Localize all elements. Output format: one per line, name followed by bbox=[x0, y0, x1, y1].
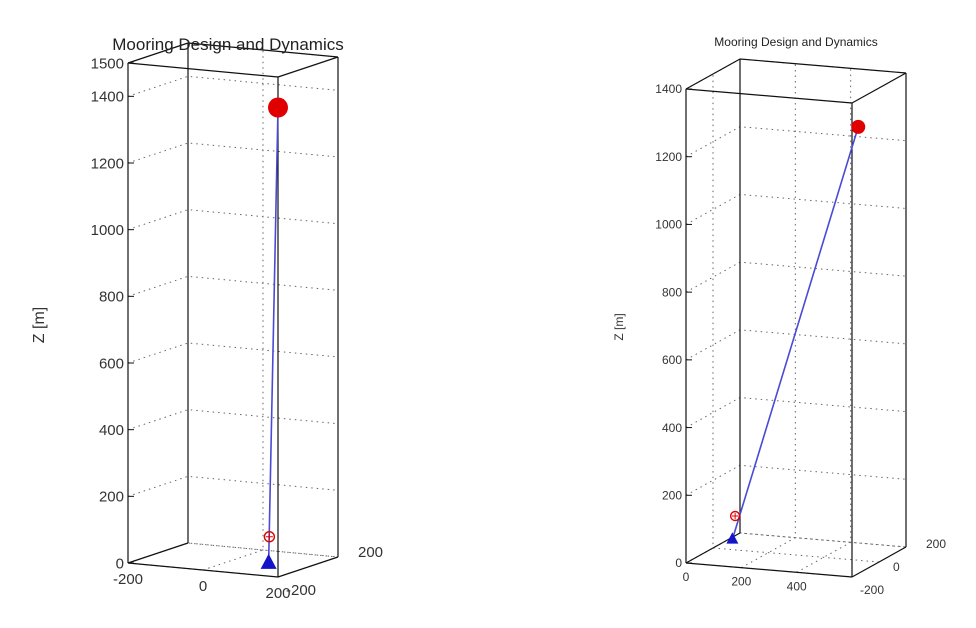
z-axis-label: Z [m] bbox=[612, 313, 626, 340]
z-tick-label: 800 bbox=[662, 285, 682, 299]
right-mooring-plot: 0 200 400 600 800 1000 1200 1400 0 200 400 -200 0 200… bbox=[612, 35, 946, 597]
box-edge bbox=[127, 62, 279, 78]
top-buoy-marker bbox=[268, 97, 288, 118]
box-edge bbox=[127, 42, 189, 64]
z-tick-label: 800 bbox=[99, 289, 124, 306]
box-edge bbox=[277, 56, 339, 78]
y-tick-label: 200 bbox=[358, 544, 383, 561]
x-gridline bbox=[127, 43, 189, 564]
grid-lines bbox=[127, 42, 339, 578]
z-gridline bbox=[127, 275, 339, 297]
z-gridline bbox=[685, 261, 907, 293]
z-tick-label: 1500 bbox=[91, 55, 124, 72]
y-gridline bbox=[685, 89, 853, 578]
float-marker bbox=[263, 531, 276, 543]
anchor-marker bbox=[726, 532, 739, 544]
z-gridline bbox=[127, 75, 339, 97]
mooring-line bbox=[731, 126, 860, 540]
box-edge bbox=[127, 542, 189, 564]
z-tick-label: 0 bbox=[116, 555, 124, 572]
x-tick-label: 400 bbox=[787, 579, 807, 593]
z-tick-label: 1200 bbox=[91, 155, 124, 172]
x-tick-label: 200 bbox=[731, 575, 751, 589]
z-gridline bbox=[685, 193, 907, 225]
z-tick-label: 600 bbox=[99, 355, 124, 372]
z-tick-label: 1400 bbox=[655, 82, 682, 96]
grid-lines bbox=[685, 58, 907, 578]
z-axis-label: Z [m] bbox=[31, 307, 48, 343]
box-edge bbox=[127, 562, 279, 578]
z-tick-label: 1000 bbox=[655, 218, 682, 232]
x-gridline bbox=[741, 63, 796, 569]
box-edge bbox=[685, 58, 741, 90]
z-gridline bbox=[685, 464, 907, 496]
y-tick-label: -200 bbox=[286, 582, 316, 599]
z-tick-label: 200 bbox=[99, 489, 124, 506]
axes-box bbox=[127, 42, 339, 578]
y-tick-label: 200 bbox=[926, 537, 946, 551]
z-gridline bbox=[685, 126, 907, 158]
y-gridline bbox=[187, 43, 339, 558]
top-buoy-marker bbox=[851, 119, 866, 134]
y-tick-label: -200 bbox=[860, 583, 884, 597]
x-tick-label: 0 bbox=[199, 578, 207, 595]
x-tick-label: 0 bbox=[683, 570, 690, 584]
z-tick-label: 200 bbox=[662, 488, 682, 502]
z-tick-label: 600 bbox=[662, 353, 682, 367]
axes-box bbox=[685, 58, 907, 578]
x-gridline bbox=[277, 57, 339, 578]
z-gridline bbox=[127, 209, 339, 231]
box-edge bbox=[685, 88, 853, 104]
z-tick-label: 400 bbox=[662, 421, 682, 435]
z-gridline bbox=[127, 142, 339, 164]
y-gridline bbox=[739, 59, 907, 548]
plot-title: Mooring Design and Dynamics bbox=[714, 35, 877, 49]
mooring-line bbox=[267, 107, 279, 564]
box-edge bbox=[277, 556, 339, 578]
y-gridline bbox=[127, 63, 279, 578]
z-gridline bbox=[127, 409, 339, 431]
float-marker bbox=[729, 510, 741, 522]
z-tick-label: 1400 bbox=[91, 89, 124, 106]
z-gridline bbox=[685, 397, 907, 429]
z-gridline bbox=[685, 329, 907, 361]
box-edge bbox=[685, 562, 853, 578]
z-gridline bbox=[127, 475, 339, 497]
box-edge bbox=[851, 546, 907, 578]
z-tick-label: 1200 bbox=[655, 150, 682, 164]
x-gridline bbox=[685, 59, 741, 564]
y-tick-label: 0 bbox=[893, 560, 900, 574]
y-gridline bbox=[712, 74, 880, 563]
z-tick-label: 0 bbox=[675, 556, 682, 570]
plot-title: Mooring Design and Dynamics bbox=[112, 35, 344, 54]
x-gridline bbox=[796, 68, 852, 573]
z-tick-label: 1000 bbox=[91, 222, 124, 239]
x-tick-label: -200 bbox=[113, 571, 143, 588]
box-edge bbox=[851, 72, 907, 104]
z-tick-label: 400 bbox=[99, 422, 124, 439]
anchor-marker bbox=[260, 553, 277, 569]
box-edge bbox=[739, 58, 907, 74]
z-gridline bbox=[127, 342, 339, 364]
x-gridline bbox=[202, 50, 264, 571]
box-edge bbox=[187, 42, 339, 58]
x-tick-label: 200 bbox=[265, 585, 290, 602]
